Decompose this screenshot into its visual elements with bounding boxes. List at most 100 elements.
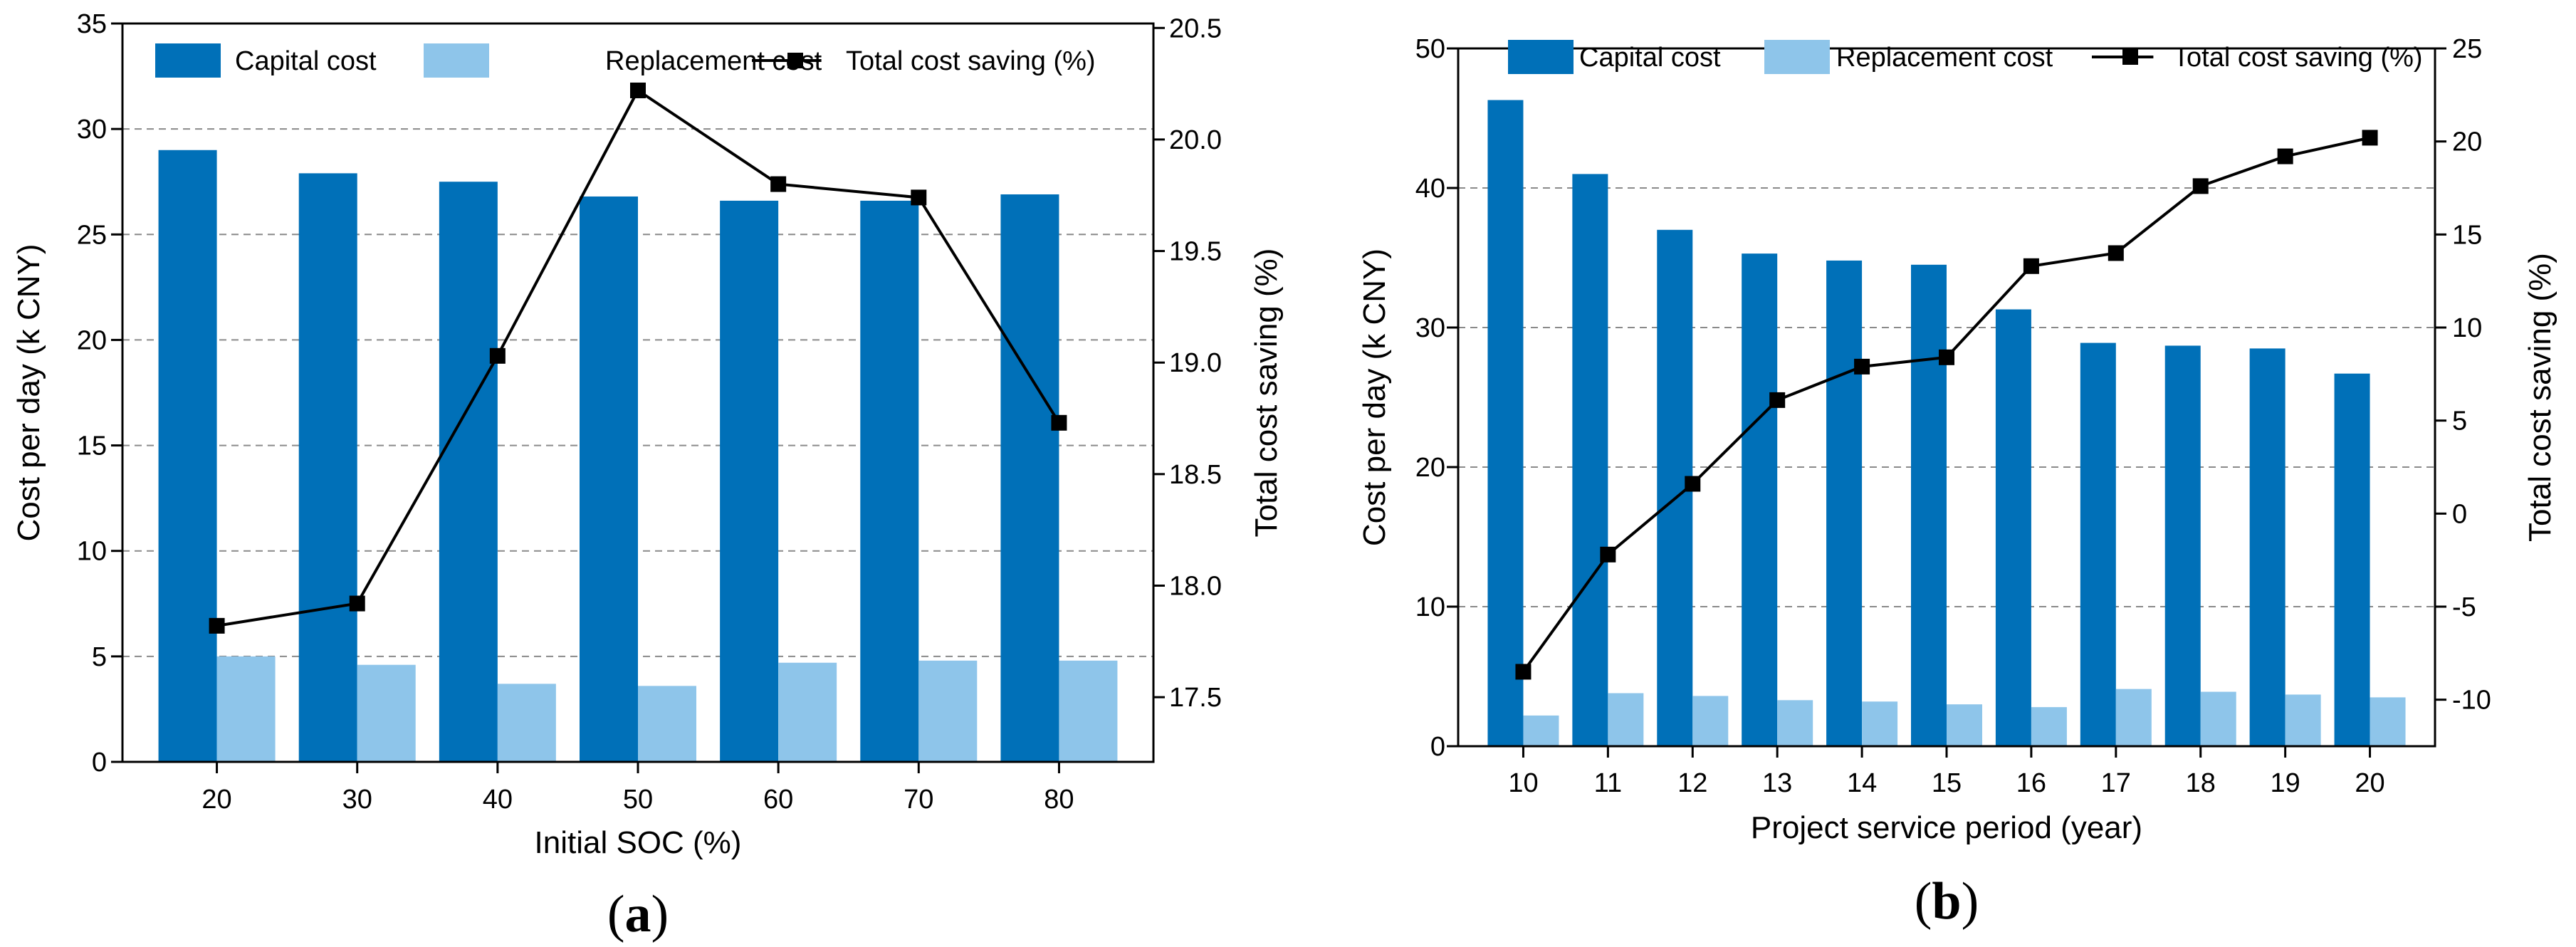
point-total-cost-saving <box>1854 358 1870 375</box>
point-total-cost-saving <box>2023 258 2039 274</box>
bar-replacement-cost <box>497 684 556 762</box>
point-total-cost-saving <box>770 176 787 192</box>
y2-axis-title: Total cost saving (%) <box>1249 248 1284 538</box>
legend-label-replacement-cost: Replacement cost <box>1836 43 2053 73</box>
bar-capital-cost <box>720 200 779 762</box>
x-tick-label: 30 <box>342 785 372 815</box>
point-total-cost-saving <box>1939 349 1954 365</box>
bar-replacement-cost <box>2115 689 2152 746</box>
y-axis-title: Cost per day (k CNY) <box>11 244 46 541</box>
chart-panel-b: 0 10 20 30 40 50 -10 -5 0 5 10 15 20 25 10 11 12 13 14 15 16… <box>1357 34 2557 931</box>
x-tick-label: 17 <box>2101 768 2131 798</box>
point-total-cost-saving <box>2277 148 2293 164</box>
bar-replacement-cost <box>2370 697 2406 746</box>
y2-tick-label: -10 <box>2452 686 2491 716</box>
bar-capital-cost <box>1995 309 2031 746</box>
bar-replacement-cost <box>1692 696 1729 746</box>
y-tick-label: 10 <box>1415 592 1445 622</box>
bar-capital-cost <box>439 182 498 762</box>
y-tick-label: 50 <box>1415 34 1445 64</box>
x-axis-title: Project service period (year) <box>1751 810 2142 845</box>
x-tick-label: 60 <box>763 785 793 815</box>
bar-replacement-cost <box>216 656 276 762</box>
bar-capital-cost <box>860 200 919 762</box>
y-tick-label: 15 <box>77 431 107 461</box>
x-tick-label: 11 <box>1594 768 1622 798</box>
legend-marker-total-cost-saving <box>2122 49 2138 65</box>
y2-axis-title: Total cost saving (%) <box>2523 253 2557 542</box>
y2-tick-label: -5 <box>2452 592 2476 622</box>
y-tick-label: 10 <box>77 537 107 567</box>
bar-replacement-cost <box>918 660 978 762</box>
bar-replacement-cost <box>1947 704 1982 746</box>
bar-replacement-cost <box>2200 691 2236 746</box>
bar-capital-cost <box>2080 342 2116 746</box>
bar-capital-cost <box>298 173 357 762</box>
x-tick-label: 12 <box>1677 768 1707 798</box>
y2-tick-label: 20.0 <box>1169 125 1222 155</box>
bar-replacement-cost <box>2031 707 2067 746</box>
legend-swatch-capital-cost <box>155 43 221 78</box>
point-total-cost-saving <box>630 82 646 98</box>
bar-capital-cost <box>2164 345 2201 747</box>
y-tick-label: 30 <box>1415 313 1445 343</box>
x-tick-label: 20 <box>201 785 231 815</box>
bar-capital-cost <box>1911 264 1947 746</box>
y2-tick-label: 25 <box>2452 34 2482 64</box>
y2-tick-label: 19.5 <box>1169 237 1222 267</box>
legend-swatch-capital-cost <box>1508 40 1574 74</box>
x-tick-label: 18 <box>2186 768 2216 798</box>
legend-swatch-replacement-cost <box>424 43 489 78</box>
bar-capital-cost <box>1742 253 1778 746</box>
y-tick-label: 0 <box>1430 732 1445 762</box>
y2-tick-label: 0 <box>2452 499 2467 529</box>
y-tick-label: 0 <box>92 748 107 778</box>
y-axis-title: Cost per day (k CNY) <box>1357 248 1392 546</box>
y-tick-label: 30 <box>77 115 107 145</box>
y2-tick-label: 18.0 <box>1169 571 1222 601</box>
bar-capital-cost <box>2249 348 2286 746</box>
legend-label-total-cost-saving: Total cost saving (%) <box>846 46 1096 76</box>
y-tick-label: 25 <box>77 220 107 250</box>
y2-tick-label: 5 <box>2452 407 2467 436</box>
x-tick-label: 80 <box>1044 785 1074 815</box>
point-total-cost-saving <box>2192 178 2209 194</box>
legend-label-total-cost-saving: Total cost saving (%) <box>2173 43 2423 73</box>
x-tick-label: 13 <box>1762 768 1792 798</box>
point-total-cost-saving <box>489 347 506 364</box>
panel-label: (b) <box>1915 872 1979 931</box>
bar-capital-cost <box>580 196 638 762</box>
point-total-cost-saving <box>209 617 225 634</box>
y2-tick-label: 17.5 <box>1169 683 1222 713</box>
legend-swatch-replacement-cost <box>1764 40 1830 74</box>
x-tick-label: 20 <box>2355 768 2384 798</box>
bar-capital-cost <box>1572 174 1608 746</box>
x-tick-label: 15 <box>1932 768 1962 798</box>
legend-label-capital-cost: Capital cost <box>235 46 377 76</box>
y-tick-label: 35 <box>77 9 107 39</box>
y-tick-label: 40 <box>1415 174 1445 204</box>
bar-capital-cost <box>1487 100 1524 746</box>
point-total-cost-saving <box>1685 476 1701 492</box>
bar-replacement-cost <box>1862 701 1898 746</box>
point-total-cost-saving <box>1600 546 1616 563</box>
bar-replacement-cost <box>2285 694 2321 746</box>
bar-capital-cost <box>1826 260 1863 746</box>
y-tick-label: 20 <box>77 325 107 355</box>
x-tick-label: 10 <box>1508 768 1538 798</box>
bar-capital-cost <box>2334 373 2370 746</box>
x-axis-title: Initial SOC (%) <box>535 825 742 860</box>
point-total-cost-saving <box>911 189 927 206</box>
point-total-cost-saving <box>349 595 365 612</box>
y2-tick-label: 15 <box>2452 220 2482 250</box>
legend-marker-total-cost-saving <box>787 53 803 68</box>
x-tick-label: 50 <box>623 785 653 815</box>
y-tick-label: 20 <box>1415 453 1445 483</box>
bar-replacement-cost <box>1777 700 1813 746</box>
bar-capital-cost <box>1000 194 1059 762</box>
point-total-cost-saving <box>2362 130 2378 146</box>
x-tick-label: 14 <box>1847 768 1877 798</box>
bar-replacement-cost <box>778 662 837 762</box>
x-tick-label: 19 <box>2270 768 2300 798</box>
